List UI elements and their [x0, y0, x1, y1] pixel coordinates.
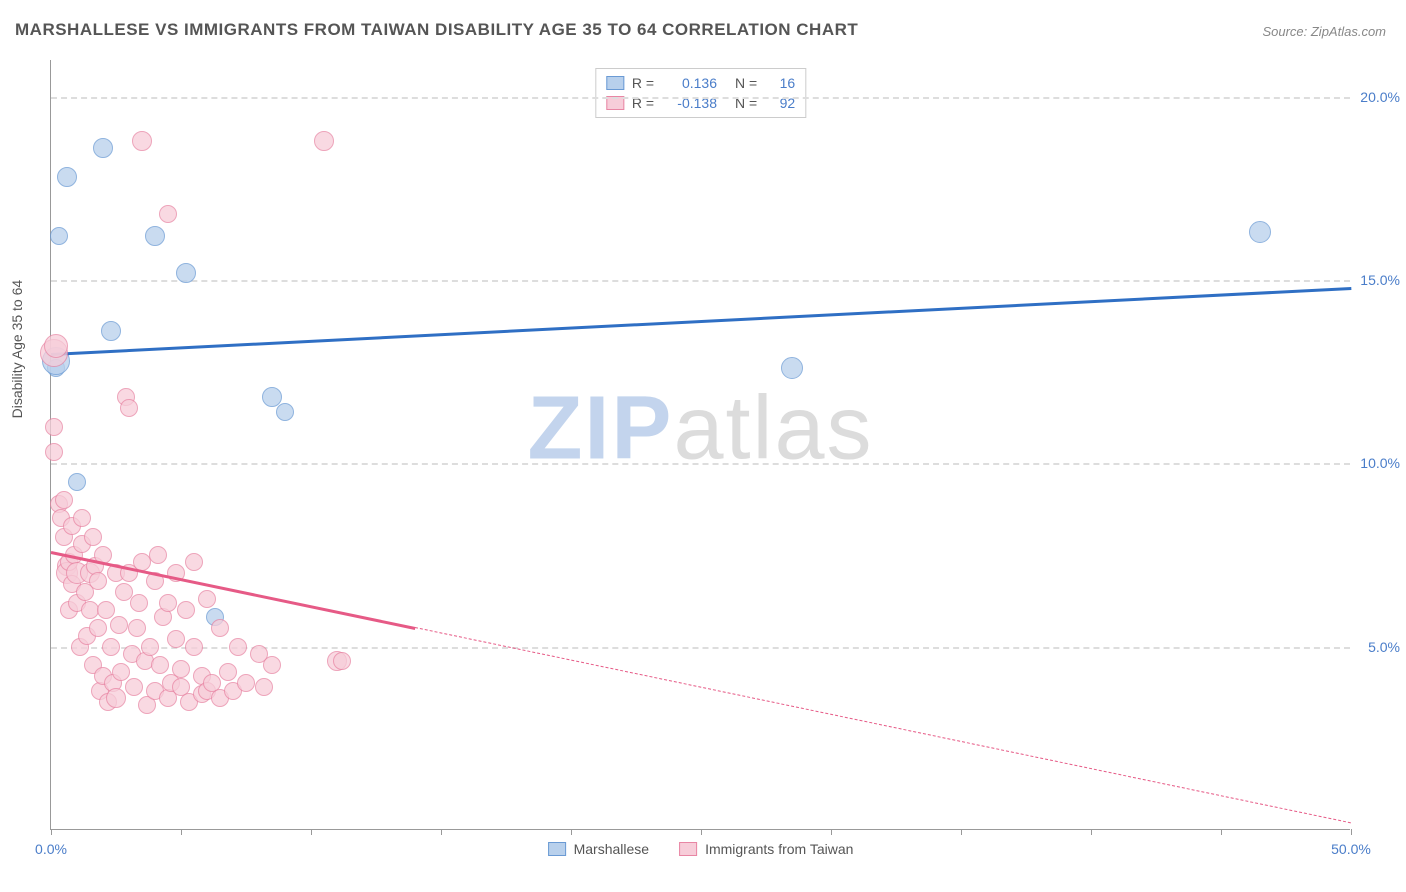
data-point: [132, 131, 152, 151]
data-point: [145, 226, 165, 246]
data-point: [93, 138, 113, 158]
data-point: [177, 601, 195, 619]
chart-title: MARSHALLESE VS IMMIGRANTS FROM TAIWAN DI…: [15, 20, 858, 40]
y-tick-label: 20.0%: [1360, 89, 1400, 105]
x-tick: [181, 829, 182, 835]
data-point: [50, 227, 68, 245]
gridline-h: [51, 463, 1350, 465]
x-tick: [831, 829, 832, 835]
data-point: [237, 674, 255, 692]
y-tick-label: 10.0%: [1360, 455, 1400, 471]
y-tick-label: 5.0%: [1368, 639, 1400, 655]
data-point: [219, 663, 237, 681]
data-point: [185, 553, 203, 571]
x-tick: [961, 829, 962, 835]
data-point: [45, 418, 63, 436]
legend-series-item: Immigrants from Taiwan: [679, 841, 853, 857]
data-point: [176, 263, 196, 283]
data-point: [57, 167, 77, 187]
legend-r-value: 0.136: [662, 75, 717, 91]
data-point: [55, 491, 73, 509]
data-point: [1249, 221, 1271, 243]
data-point: [101, 321, 121, 341]
data-point: [149, 546, 167, 564]
plot-area: Disability Age 35 to 64 ZIPatlas R =0.13…: [50, 60, 1350, 830]
y-axis-title: Disability Age 35 to 64: [9, 279, 25, 418]
x-tick: [441, 829, 442, 835]
data-point: [89, 619, 107, 637]
trend-line-dashed: [415, 627, 1351, 823]
data-point: [125, 678, 143, 696]
legend-series: Marshallese Immigrants from Taiwan: [548, 841, 854, 857]
x-tick-label: 50.0%: [1331, 841, 1371, 857]
data-point: [97, 601, 115, 619]
data-point: [120, 399, 138, 417]
data-point: [45, 443, 63, 461]
data-point: [89, 572, 107, 590]
x-tick: [51, 829, 52, 835]
data-point: [211, 619, 229, 637]
data-point: [73, 509, 91, 527]
data-point: [255, 678, 273, 696]
legend-correlation: R =0.136N =16R =-0.138N =92: [595, 68, 806, 118]
gridline-h: [51, 97, 1350, 99]
data-point: [333, 652, 351, 670]
data-point: [781, 357, 803, 379]
legend-r-label: R =: [632, 75, 654, 91]
gridline-h: [51, 280, 1350, 282]
legend-series-label: Marshallese: [574, 841, 649, 857]
data-point: [44, 334, 68, 358]
x-tick: [1091, 829, 1092, 835]
y-tick-label: 15.0%: [1360, 272, 1400, 288]
data-point: [276, 403, 294, 421]
x-tick: [311, 829, 312, 835]
data-point: [115, 583, 133, 601]
x-tick: [1221, 829, 1222, 835]
legend-correlation-row: R = 0.136 N = 16: [606, 73, 795, 93]
data-point: [106, 688, 126, 708]
data-point: [314, 131, 334, 151]
legend-n-label: N =: [735, 75, 757, 91]
data-point: [102, 638, 120, 656]
data-point: [110, 616, 128, 634]
data-point: [151, 656, 169, 674]
data-point: [112, 663, 130, 681]
data-point: [141, 638, 159, 656]
data-point: [167, 630, 185, 648]
data-point: [263, 656, 281, 674]
legend-swatch: [606, 76, 624, 90]
legend-swatch: [548, 842, 566, 856]
data-point: [185, 638, 203, 656]
trend-line: [51, 287, 1351, 356]
legend-n-value: 16: [765, 75, 795, 91]
x-tick: [1351, 829, 1352, 835]
legend-swatch: [679, 842, 697, 856]
data-point: [198, 590, 216, 608]
data-point: [172, 660, 190, 678]
data-point: [84, 528, 102, 546]
x-tick: [571, 829, 572, 835]
data-point: [159, 594, 177, 612]
data-point: [68, 473, 86, 491]
data-point: [229, 638, 247, 656]
data-point: [128, 619, 146, 637]
data-point: [130, 594, 148, 612]
source-label: Source: ZipAtlas.com: [1262, 24, 1386, 39]
legend-series-item: Marshallese: [548, 841, 649, 857]
data-point: [159, 205, 177, 223]
x-tick: [701, 829, 702, 835]
x-tick-label: 0.0%: [35, 841, 67, 857]
legend-series-label: Immigrants from Taiwan: [705, 841, 853, 857]
